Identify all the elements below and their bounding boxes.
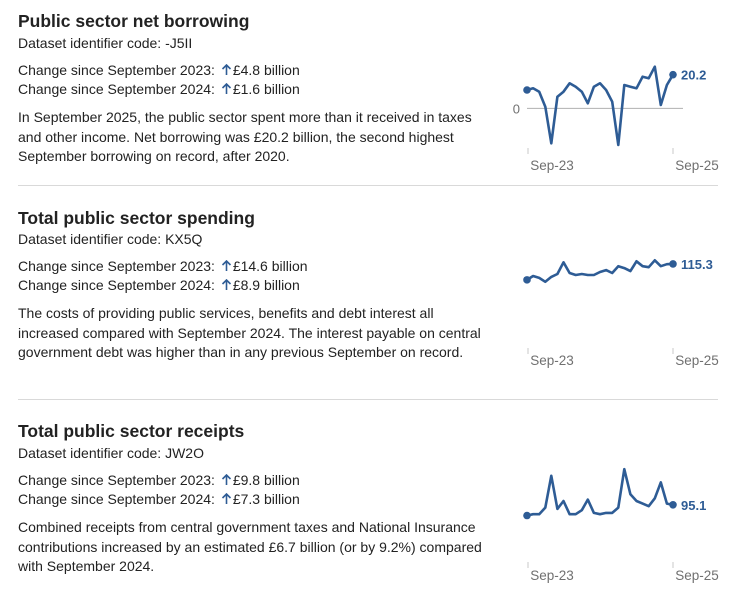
end-value-label: 115.3 — [681, 257, 713, 272]
dataset-code: Dataset identifier code: KX5Q — [18, 231, 203, 247]
change-since-2023: Change since September 2023: £4.8 billio… — [18, 62, 300, 78]
start-point — [523, 86, 531, 94]
series-line — [525, 467, 675, 517]
up-arrow-icon — [221, 279, 231, 290]
section-net-borrowing: Public sector net borrowing Dataset iden… — [0, 0, 736, 186]
end-point — [669, 500, 677, 509]
change-label: Change since September 2024: — [18, 491, 215, 507]
change-label: Change since September 2023: — [18, 258, 215, 274]
section-description: Combined receipts from central governmen… — [18, 519, 482, 574]
x-tick-label: Sep-25 — [675, 158, 719, 173]
change-value: £14.6 billion — [232, 258, 308, 274]
sparkline-chart-net-borrowing: 0 Sep-23 Sep-25 20.2 — [513, 65, 719, 173]
section-title: Total public sector receipts — [18, 421, 245, 441]
dataset-code: Dataset identifier code: JW2O — [18, 445, 204, 461]
up-arrow-icon — [221, 260, 231, 271]
change-value: £9.8 billion — [232, 472, 300, 488]
end-value-label: 20.2 — [681, 68, 706, 83]
section-divider — [18, 399, 718, 400]
change-since-2024: Change since September 2024: £8.9 billio… — [18, 277, 300, 293]
section-spending: Total public sector spending Dataset ide… — [0, 200, 736, 400]
section-title: Public sector net borrowing — [18, 11, 250, 31]
x-tick-label: Sep-23 — [530, 353, 574, 368]
dataset-code: Dataset identifier code: -J5II — [18, 35, 193, 51]
up-arrow-icon — [221, 493, 231, 504]
series-line — [525, 259, 675, 284]
change-value: £4.8 billion — [232, 62, 300, 78]
up-arrow-icon — [221, 474, 231, 485]
up-arrow-icon — [221, 83, 231, 94]
change-value: £8.9 billion — [232, 277, 300, 293]
change-since-2023: Change since September 2023: £14.6 billi… — [18, 258, 308, 274]
y-tick-label: 0 — [513, 101, 520, 116]
start-point — [523, 276, 531, 284]
end-value-label: 95.1 — [681, 498, 706, 513]
section-title: Total public sector spending — [18, 208, 255, 228]
sparkline-chart-receipts: Sep-23 Sep-25 95.1 — [523, 467, 719, 583]
section-description: The costs of providing public services, … — [18, 305, 481, 360]
change-since-2024: Change since September 2024: £7.3 billio… — [18, 491, 300, 507]
change-since-2023: Change since September 2023: £9.8 billio… — [18, 472, 300, 488]
series-line — [525, 65, 675, 147]
x-tick-label: Sep-23 — [530, 158, 574, 173]
end-point — [669, 70, 677, 79]
change-since-2024: Change since September 2024: £1.6 billio… — [18, 81, 300, 97]
section-receipts: Total public sector receipts Dataset ide… — [0, 414, 736, 590]
sparkline-chart-spending: Sep-23 Sep-25 115.3 — [523, 257, 719, 368]
change-label: Change since September 2024: — [18, 81, 215, 97]
x-tick-label: Sep-25 — [675, 353, 719, 368]
x-tick-label: Sep-25 — [675, 568, 719, 583]
change-value: £1.6 billion — [232, 81, 300, 97]
section-description: In September 2025, the public sector spe… — [18, 109, 472, 164]
change-label: Change since September 2023: — [18, 472, 215, 488]
change-label: Change since September 2023: — [18, 62, 215, 78]
end-point — [669, 260, 677, 268]
start-point — [523, 511, 531, 520]
section-divider — [18, 185, 718, 186]
up-arrow-icon — [221, 64, 231, 75]
change-label: Change since September 2024: — [18, 277, 215, 293]
change-value: £7.3 billion — [232, 491, 300, 507]
x-tick-label: Sep-23 — [530, 568, 574, 583]
